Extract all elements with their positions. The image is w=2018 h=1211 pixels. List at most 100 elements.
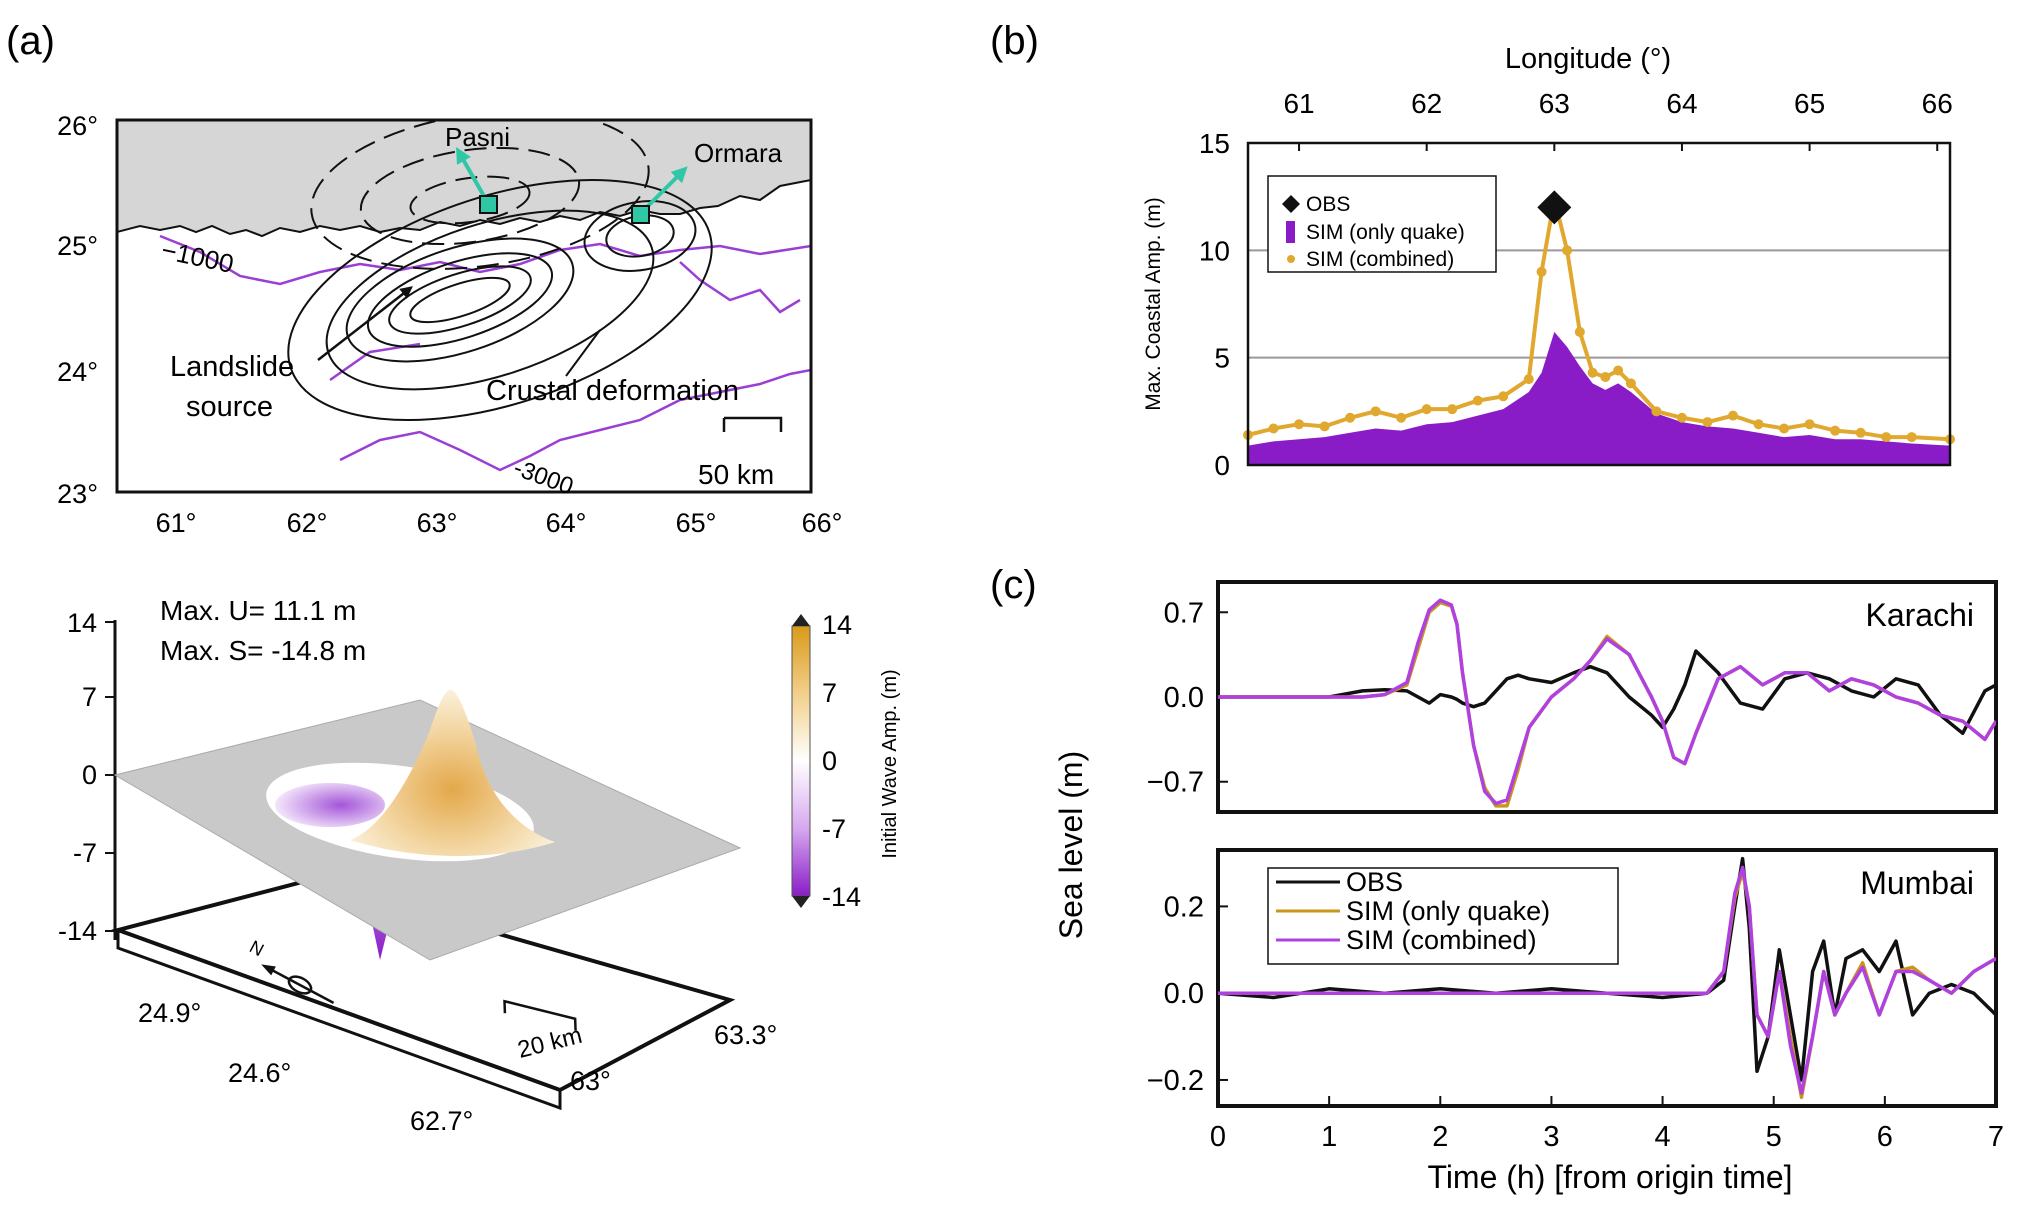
chart-c-legend: OBS SIM (only quake) SIM (combined) [1267,867,1619,965]
z-tick: 14 [67,608,97,638]
x-tick-label: 0 [1210,1121,1226,1153]
y-tick-label: 5 [1214,343,1230,374]
y-tick-label: 0.2 [1164,891,1204,923]
panel-label-a: (a) [6,19,55,63]
map-scale-label: 50 km [698,459,774,490]
panel-label-c: (c) [990,563,1037,607]
legend-swatch-quake [1286,221,1295,243]
legend-swatch-combined [1287,255,1295,263]
annotation-crustal: Crustal deformation [486,375,739,407]
map-frame [115,118,813,494]
x-tick-label: 4 [1655,1121,1671,1153]
ormara-marker [631,205,650,224]
station-title: Mumbai [1860,865,1974,901]
legend-label-combined: SIM (combined) [1306,248,1454,271]
data-point-combined [1676,412,1687,423]
y-tick-label: −0.7 [1147,767,1204,799]
y-tick-label: 10 [1199,235,1230,266]
data-point-combined [1779,423,1790,434]
chart-b-series [1243,190,1955,465]
data-point-combined [1753,419,1764,430]
y-tick-label: 0.0 [1164,978,1204,1010]
lat-tick: 24° [57,357,98,387]
chart-b-legend: OBS SIM (only quake) SIM (combined) [1267,175,1497,273]
data-point-combined [1498,391,1509,402]
pasni-marker [479,195,498,214]
colorbar-tick: -7 [822,814,846,844]
colorbar-tick: 0 [822,746,837,776]
legend-label-combined: SIM (combined) [1346,925,1537,955]
data-point-combined [1319,421,1330,432]
panel-label-b: (b) [990,19,1039,63]
data-point-combined [1562,245,1573,256]
z-tick: -7 [73,838,97,868]
data-point-combined [1855,427,1866,438]
data-point-combined [1613,365,1624,376]
lon-tick: 64° [546,508,587,538]
data-point-combined [1804,419,1815,430]
subsidence-trough [275,783,385,827]
station-title: Karachi [1866,597,1975,633]
max-uplift-label: Max. U= 11.1 m [160,595,356,626]
bathymetry-contour-1000b [679,261,801,314]
series-lines [1218,598,1996,808]
data-point-combined [1536,266,1547,277]
subsidence-contours [310,120,650,270]
legend-label-obs: OBS [1306,193,1350,216]
data-point-combined [1421,404,1432,415]
legend-swatch-obs [1282,195,1300,213]
annotation-landslide: Landslide [170,351,294,383]
x-tick-label: 1 [1321,1121,1337,1153]
data-point-combined [1345,412,1356,423]
place-ormara: Ormara [694,138,783,168]
x-tick-label: 2 [1432,1121,1448,1153]
lon-tick: 62.7° [410,1106,473,1136]
lat-tick: 26° [57,111,98,141]
data-point-combined [1728,410,1739,421]
colorbar-label: Initial Wave Amp. (m) [879,669,901,858]
lon-tick: 66° [802,508,843,538]
data-point-combined [1396,412,1407,423]
chart-c-karachi: 0.7 0.0 −0.7 Karachi [1147,580,1998,814]
surface-lon-ticks: 62.7° 63° 63.3° [410,1020,777,1136]
lat-tick: 24.9° [138,998,201,1028]
data-point-combined [1881,432,1892,443]
surface-lat-ticks: 24.9° 24.6° [138,998,291,1088]
map-lat-ticks: 26° 25° 24° 23° [57,111,98,509]
data-point-combined [1702,417,1713,428]
x-tick-label: 64 [1666,88,1697,119]
chart-c: 0.7 0.0 −0.7 Karachi 0.2 0.0 −0.2 Mumbai 0 1 2 3 4 5… [1053,580,2004,1195]
data-point-combined [1574,326,1585,337]
colorbar-tick: 7 [822,678,837,708]
map-lon-ticks: 61° 62° 63° 64° 65° 66° [156,508,843,538]
lon-tick: 63.3° [714,1020,777,1050]
z-tick: 7 [82,682,97,712]
base-box [111,877,736,1093]
chart-b: Longitude (°) Max. Coastal Amp. (m) 0 5 10… [1142,43,1955,481]
x-tick-label: 63 [1539,88,1570,119]
data-point-combined [1523,374,1534,385]
z-ticks: 14 7 0 -7 -14 [58,608,97,946]
data-point-combined [1587,367,1598,378]
legend-box [1267,867,1619,965]
lat-tick: 25° [57,231,98,261]
data-point-combined [1651,406,1662,417]
chart-c-ylabel: Sea level (m) [1053,751,1089,940]
series-lines [1218,856,1996,1100]
x-tick-label: 65 [1794,88,1825,119]
colorbar-tick: -14 [822,882,861,912]
north-label: N [246,936,267,960]
map-panel: Pasni Ormara −1000 -3000 Landslide sourc… [57,111,843,538]
colorbar [791,625,811,897]
obs-marker [1537,190,1572,225]
chart-b-xlabel: Longitude (°) [1505,43,1671,75]
data-point-combined [1830,425,1841,436]
x-tick-label: 5 [1766,1121,1782,1153]
x-tick-label: 61 [1283,88,1314,119]
data-point-combined [1625,378,1636,389]
place-pasni: Pasni [445,122,510,152]
series-area-only-quake [1248,331,1950,465]
y-tick-label: 0.7 [1164,597,1204,629]
z-tick: 0 [82,760,97,790]
